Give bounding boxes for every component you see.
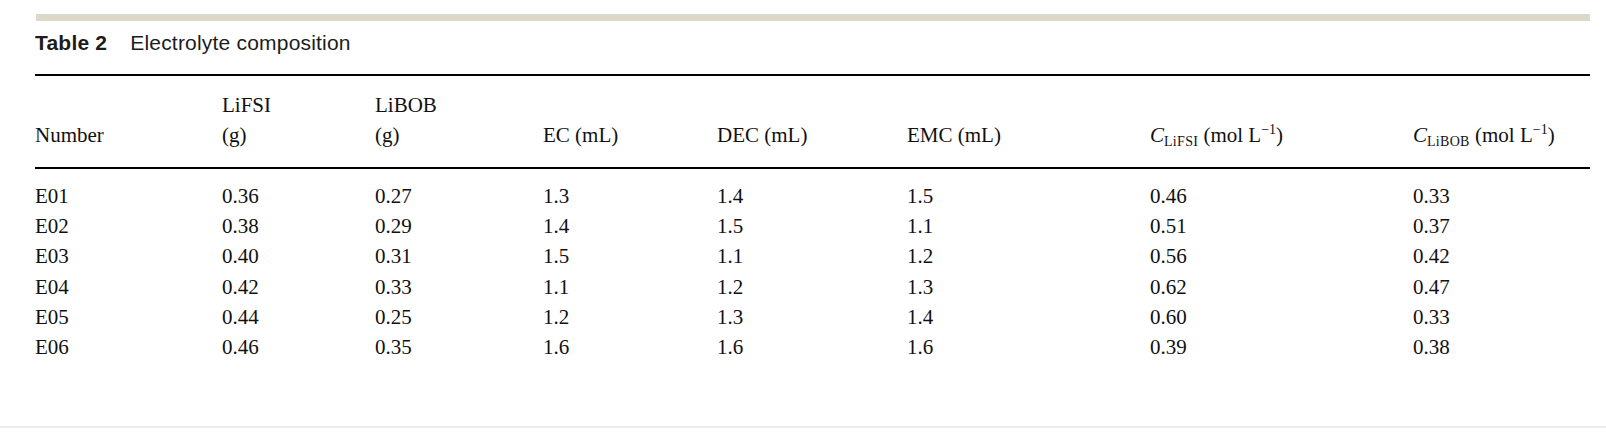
electrolyte-composition-table: Number LiFSI (g) LiBOB (g) EC (mL) DEC (… [35, 74, 1590, 362]
c-lifsi-subscript: LiFSI [1164, 134, 1198, 149]
cell-ec-ml: 1.3 [543, 168, 717, 211]
col-header-libob-line2: (g) [375, 120, 543, 150]
cell-c-lifsi: 0.39 [1150, 332, 1413, 362]
cell-c-lifsi: 0.56 [1150, 241, 1413, 271]
cell-libob-g: 0.25 [375, 302, 543, 332]
col-header-lifsi-line1: LiFSI [222, 90, 375, 120]
c-libob-unit-suffix: ) [1548, 123, 1555, 147]
cell-dec-ml: 1.5 [717, 211, 907, 241]
paper-page: Table 2 Electrolyte composition Number Li… [0, 0, 1606, 433]
cell-ec-ml: 1.4 [543, 211, 717, 241]
c-libob-symbol: C [1413, 123, 1427, 147]
table-caption: Electrolyte composition [130, 31, 351, 54]
col-header-ec: EC (mL) [543, 75, 717, 168]
cell-dec-ml: 1.1 [717, 241, 907, 271]
cell-libob-g: 0.33 [375, 272, 543, 302]
cell-lifsi-g: 0.38 [222, 211, 375, 241]
cell-dec-ml: 1.2 [717, 272, 907, 302]
cell-c-libob: 0.33 [1413, 168, 1590, 211]
cell-lifsi-g: 0.42 [222, 272, 375, 302]
cell-number: E04 [35, 272, 222, 302]
table-row: E01 0.36 0.27 1.3 1.4 1.5 0.46 0.33 [35, 168, 1590, 211]
cell-emc-ml: 1.2 [907, 241, 1150, 271]
cell-ec-ml: 1.2 [543, 302, 717, 332]
table-row: E03 0.40 0.31 1.5 1.1 1.2 0.56 0.42 [35, 241, 1590, 271]
cell-lifsi-g: 0.36 [222, 168, 375, 211]
col-header-lifsi-line2: (g) [222, 120, 375, 150]
c-lifsi-superscript: −1 [1261, 122, 1276, 137]
c-libob-superscript: −1 [1533, 122, 1548, 137]
col-header-dec: DEC (mL) [717, 75, 907, 168]
cell-dec-ml: 1.3 [717, 302, 907, 332]
col-header-c-lifsi: CLiFSI (mol L−1) [1150, 75, 1413, 168]
cell-ec-ml: 1.1 [543, 272, 717, 302]
page-bottom-hairline [0, 426, 1606, 428]
col-header-emc: EMC (mL) [907, 75, 1150, 168]
cell-number: E05 [35, 302, 222, 332]
cell-lifsi-g: 0.46 [222, 332, 375, 362]
cell-number: E01 [35, 168, 222, 211]
table-row: E02 0.38 0.29 1.4 1.5 1.1 0.51 0.37 [35, 211, 1590, 241]
c-lifsi-unit-prefix: (mol L [1198, 123, 1261, 147]
cell-emc-ml: 1.4 [907, 302, 1150, 332]
cell-emc-ml: 1.5 [907, 168, 1150, 211]
table-title: Table 2 Electrolyte composition [35, 31, 351, 55]
table-row: E06 0.46 0.35 1.6 1.6 1.6 0.39 0.38 [35, 332, 1590, 362]
c-libob-subscript: LiBOB [1427, 134, 1470, 149]
cell-c-lifsi: 0.60 [1150, 302, 1413, 332]
col-header-libob-mass: LiBOB (g) [375, 75, 543, 168]
table-row: E04 0.42 0.33 1.1 1.2 1.3 0.62 0.47 [35, 272, 1590, 302]
cell-libob-g: 0.35 [375, 332, 543, 362]
cell-c-lifsi: 0.62 [1150, 272, 1413, 302]
cell-c-lifsi: 0.51 [1150, 211, 1413, 241]
col-header-c-libob: CLiBOB (mol L−1) [1413, 75, 1590, 168]
cell-libob-g: 0.27 [375, 168, 543, 211]
cell-emc-ml: 1.3 [907, 272, 1150, 302]
cell-number: E02 [35, 211, 222, 241]
cell-ec-ml: 1.6 [543, 332, 717, 362]
cell-c-libob: 0.38 [1413, 332, 1590, 362]
cell-lifsi-g: 0.40 [222, 241, 375, 271]
c-libob-unit-prefix: (mol L [1470, 123, 1533, 147]
c-lifsi-unit-suffix: ) [1276, 123, 1283, 147]
header-row: Number LiFSI (g) LiBOB (g) EC (mL) DEC (… [35, 75, 1590, 168]
cell-lifsi-g: 0.44 [222, 302, 375, 332]
cell-c-libob: 0.33 [1413, 302, 1590, 332]
cell-emc-ml: 1.1 [907, 211, 1150, 241]
cell-emc-ml: 1.6 [907, 332, 1150, 362]
cell-number: E03 [35, 241, 222, 271]
col-header-lifsi-mass: LiFSI (g) [222, 75, 375, 168]
col-header-number: Number [35, 75, 222, 168]
c-lifsi-symbol: C [1150, 123, 1164, 147]
cell-dec-ml: 1.6 [717, 332, 907, 362]
cell-dec-ml: 1.4 [717, 168, 907, 211]
cell-number: E06 [35, 332, 222, 362]
table-row: E05 0.44 0.25 1.2 1.3 1.4 0.60 0.33 [35, 302, 1590, 332]
cell-c-libob: 0.37 [1413, 211, 1590, 241]
table-label: Table 2 [35, 31, 107, 54]
cell-ec-ml: 1.5 [543, 241, 717, 271]
cell-c-libob: 0.47 [1413, 272, 1590, 302]
table-accent-bar [36, 14, 1590, 21]
cell-libob-g: 0.29 [375, 211, 543, 241]
cell-libob-g: 0.31 [375, 241, 543, 271]
cell-c-libob: 0.42 [1413, 241, 1590, 271]
col-header-libob-line1: LiBOB [375, 90, 543, 120]
cell-c-lifsi: 0.46 [1150, 168, 1413, 211]
